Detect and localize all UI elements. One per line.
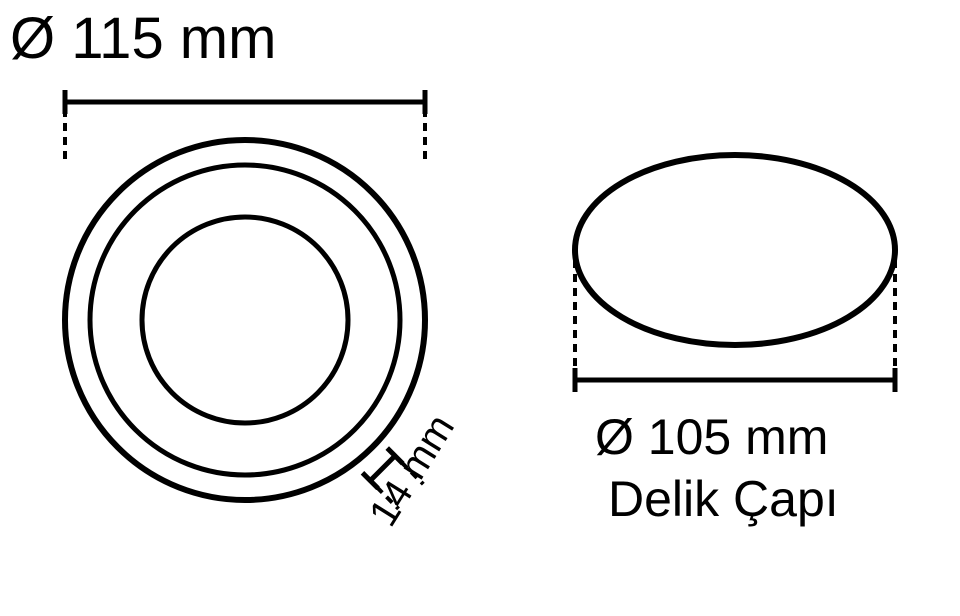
outer-diameter-label: Ø 115 mm [10,5,276,72]
outer-circle [65,140,425,500]
hole-caption-label: Delik Çapı [608,470,839,528]
front-view [65,140,425,500]
dimension-outer-diameter [65,90,425,165]
mid-circle [90,165,400,475]
hole-diameter-label: Ø 105 mm [595,408,828,466]
technical-diagram: Ø 115 mm 14 mm Ø 105 mm Delik Çapı [0,0,960,611]
inner-circle [142,217,348,423]
side-view [575,155,895,345]
side-ellipse [575,155,895,345]
